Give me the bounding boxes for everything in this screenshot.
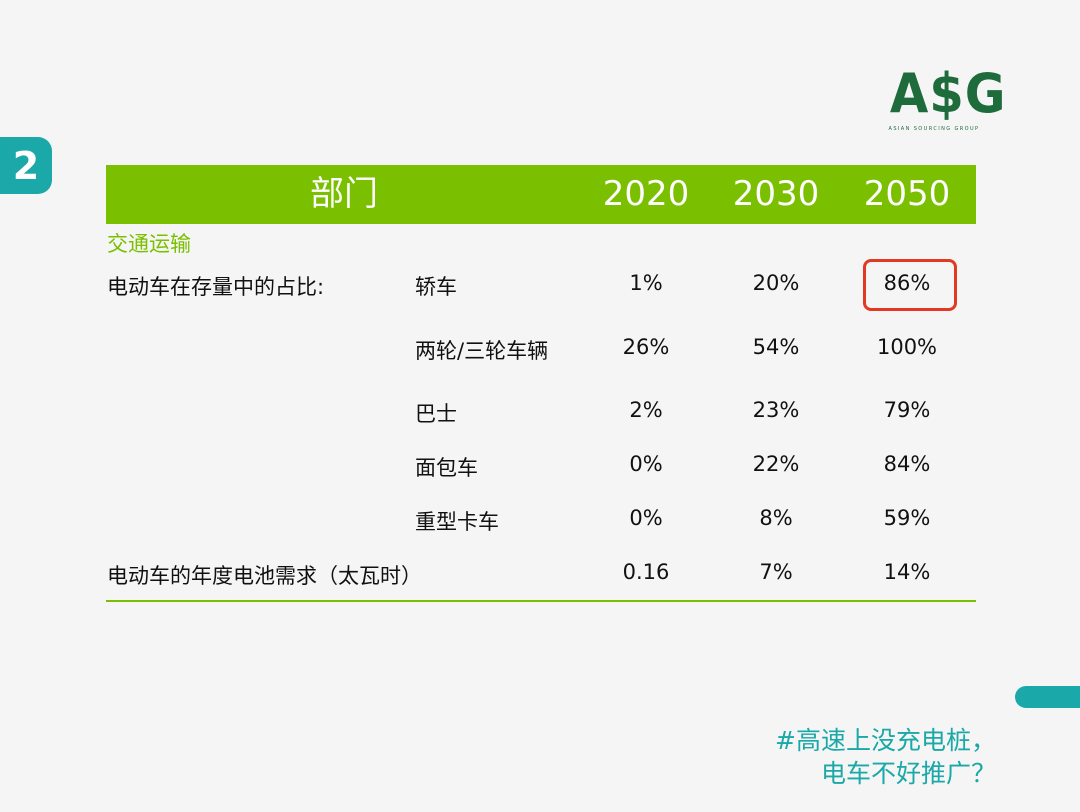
table-cell: 84%	[883, 452, 931, 476]
table-cell: 100%	[876, 335, 938, 359]
table-cell: 2%	[629, 398, 663, 422]
row-label-heavy-truck: 重型卡车	[415, 510, 499, 534]
table-cell: 14%	[883, 560, 931, 584]
table-cell: 7%	[759, 560, 793, 584]
table-cell: 0%	[629, 506, 663, 530]
header-year-2020: 2020	[602, 174, 690, 214]
table-header: 部门 2020 2030 2050	[106, 165, 976, 224]
table-cell: 0.16	[622, 560, 670, 584]
category-transport: 交通运输	[107, 232, 191, 256]
row-label-bus: 巴士	[415, 402, 457, 426]
logo-subtitle: ASIAN SOURCING GROUP	[888, 126, 980, 132]
header-year-2050: 2050	[863, 174, 951, 214]
table-cell: 59%	[883, 506, 931, 530]
table-cell: 1%	[629, 271, 663, 295]
side-tab-accent	[1015, 686, 1080, 708]
caption-line-1: #高速上没充电桩，	[775, 726, 996, 755]
row-label-two-three-wheelers: 两轮/三轮车辆	[415, 339, 549, 363]
table-cell: 23%	[752, 398, 800, 422]
ev-share-label: 电动车在存量中的占比:	[107, 275, 325, 299]
battery-demand-label: 电动车的年度电池需求（太瓦时）	[107, 564, 422, 588]
caption: #高速上没充电桩， 电车不好推广？	[775, 724, 996, 790]
table-cell: 0%	[629, 452, 663, 476]
asg-logo: A$G ASIAN SOURCING GROUP	[886, 62, 1007, 133]
page-number-badge: 2	[0, 137, 52, 194]
table-cell: 20%	[752, 271, 800, 295]
table-cell: 22%	[752, 452, 800, 476]
row-label-van: 面包车	[415, 456, 478, 480]
header-year-2030: 2030	[732, 174, 820, 214]
header-sector: 部门	[310, 174, 378, 214]
table-cell: 8%	[759, 506, 793, 530]
table-cell: 54%	[752, 335, 800, 359]
caption-line-2: 电车不好推广？	[820, 759, 996, 788]
logo-mark: A$G	[889, 62, 1007, 125]
highlight-box	[863, 259, 957, 311]
table-cell: 86%	[883, 271, 931, 295]
row-label-car: 轿车	[415, 275, 457, 299]
table-cell: 79%	[883, 398, 931, 422]
table-cell: 26%	[622, 335, 670, 359]
table-bottom-rule	[106, 600, 976, 602]
